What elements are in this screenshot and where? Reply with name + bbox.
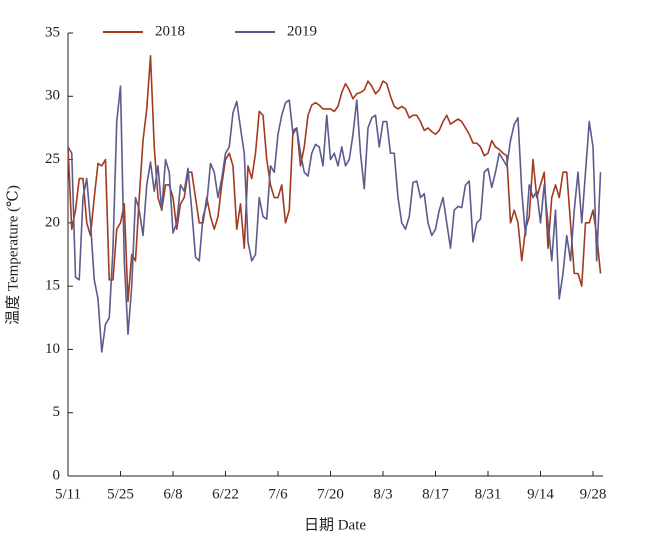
y-tick-label: 0	[53, 467, 61, 483]
x-tick-label: 8/3	[373, 486, 392, 502]
y-axis-label: 温度 Temperature (℃)	[4, 185, 21, 325]
y-tick-label: 10	[45, 341, 60, 357]
y-tick-label: 25	[45, 151, 60, 167]
x-tick-label: 5/11	[55, 486, 81, 502]
y-tick-label: 30	[45, 88, 60, 104]
y-tick-label: 35	[45, 24, 60, 40]
x-tick-label: 8/31	[475, 486, 502, 502]
x-tick-label: 6/8	[163, 486, 182, 502]
x-tick-label: 9/28	[580, 486, 607, 502]
x-axis-label: 日期 Date	[304, 516, 366, 533]
x-tick-label: 7/6	[268, 486, 288, 502]
legend-label: 2019	[287, 23, 317, 39]
y-tick-label: 5	[53, 404, 61, 420]
x-tick-label: 7/20	[317, 486, 344, 502]
y-tick-label: 15	[45, 278, 60, 294]
legend-label: 2018	[155, 23, 185, 39]
x-tick-label: 5/25	[107, 486, 134, 502]
x-tick-label: 8/17	[422, 486, 449, 502]
x-tick-label: 9/14	[527, 486, 554, 502]
x-tick-label: 6/22	[212, 486, 239, 502]
series-line	[67, 85, 602, 353]
series-line	[67, 54, 602, 303]
y-tick-label: 20	[45, 214, 60, 230]
